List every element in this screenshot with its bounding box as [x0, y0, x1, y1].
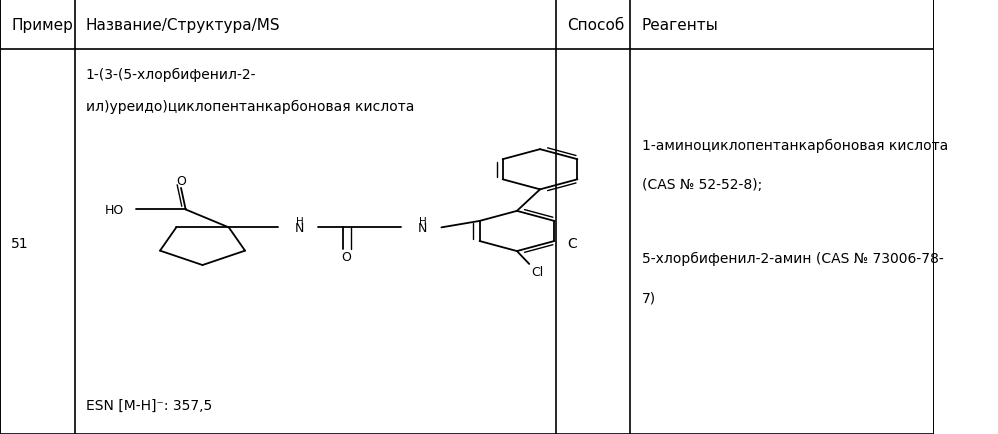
Text: Реагенты: Реагенты — [642, 17, 719, 33]
Text: 7): 7) — [642, 291, 656, 305]
Text: 1-аминоциклопентанкарбоновая кислота: 1-аминоциклопентанкарбоновая кислота — [642, 139, 948, 153]
Text: H: H — [295, 217, 303, 227]
Text: Cl: Cl — [531, 265, 543, 278]
Text: 1-(3-(5-хлорбифенил-2-: 1-(3-(5-хлорбифенил-2- — [86, 67, 256, 81]
Text: N: N — [295, 221, 304, 234]
Text: O: O — [341, 251, 351, 264]
Text: Способ: Способ — [567, 17, 624, 33]
Text: ил)уреидо)циклопентанкарбоновая кислота: ил)уреидо)циклопентанкарбоновая кислота — [86, 100, 414, 114]
Text: H: H — [419, 217, 427, 227]
Text: HO: HO — [105, 204, 125, 217]
Text: O: O — [176, 174, 186, 187]
Text: C: C — [567, 236, 577, 250]
Text: N: N — [418, 221, 427, 234]
Text: (CAS № 52-52-8);: (CAS № 52-52-8); — [642, 178, 761, 192]
Text: 51: 51 — [11, 236, 29, 250]
Text: ESN [M-H]⁻: 357,5: ESN [M-H]⁻: 357,5 — [86, 398, 213, 412]
Text: Название/Структура/MS: Название/Структура/MS — [86, 17, 280, 33]
Text: Пример: Пример — [11, 17, 73, 33]
Text: 5-хлорбифенил-2-амин (CAS № 73006-78-: 5-хлорбифенил-2-амин (CAS № 73006-78- — [642, 252, 943, 266]
